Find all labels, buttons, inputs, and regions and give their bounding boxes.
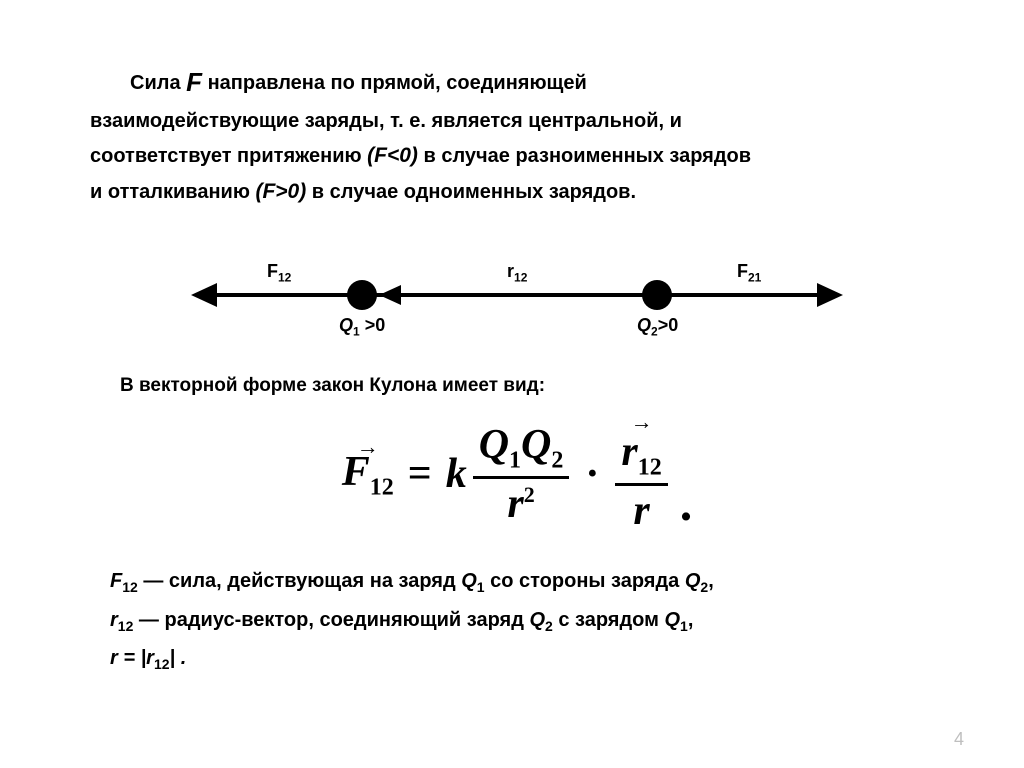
diagram-line xyxy=(197,293,837,297)
vector-form-heading: В векторной форме закон Кулона имеет вид… xyxy=(120,375,944,397)
fraction-q1q2-r2: Q1Q2 r2 xyxy=(473,424,570,525)
formula-F: → F12 xyxy=(342,448,394,501)
vector-arrow-icon: → xyxy=(631,411,653,433)
text: и отталкиванию xyxy=(90,181,255,203)
label-r12: r12 xyxy=(507,261,527,285)
label-f12: F12 xyxy=(267,261,291,285)
vector-arrow-icon: → xyxy=(357,434,379,460)
equals-sign: = xyxy=(408,450,432,498)
text: в случае одноименных зарядов. xyxy=(306,181,636,203)
coulomb-formula: → F12 = k Q1Q2 r2 · → r12 r xyxy=(90,417,944,532)
label-q2: Q2>0 xyxy=(637,315,678,339)
formula-k: k xyxy=(446,450,467,498)
charge-dot-2 xyxy=(642,280,672,310)
def-r: r = |r12| . xyxy=(110,639,934,678)
definitions: F12 — сила, действующая на заряд Q1 со с… xyxy=(110,562,934,678)
arrow-right-icon xyxy=(817,283,843,307)
charge-dot-1 xyxy=(347,280,377,310)
text: соответствует притяжению xyxy=(90,145,367,167)
intro-paragraph: Сила F направлена по прямой, соединяющей… xyxy=(90,60,944,210)
multiply-dot: · xyxy=(585,450,599,498)
text: направлена по прямой, соединяющей xyxy=(202,72,587,94)
force-diagram: F12 r12 F21 Q1 >0 Q2>0 xyxy=(197,245,837,345)
text: Сила xyxy=(130,72,186,94)
def-f12: F12 — сила, действующая на заряд Q1 со с… xyxy=(110,562,934,601)
r12-arrow-icon xyxy=(379,285,401,305)
condition-repel: (F>0) xyxy=(255,180,306,203)
fraction-r12-r: → r12 r xyxy=(615,417,667,532)
force-symbol: F xyxy=(186,67,202,97)
label-f21: F21 xyxy=(737,261,761,285)
def-r12: r12 — радиус-вектор, соединяющий заряд Q… xyxy=(110,601,934,640)
arrow-left-icon xyxy=(191,283,217,307)
condition-attract: (F<0) xyxy=(367,144,418,167)
formula-period: . xyxy=(680,474,693,532)
page-number: 4 xyxy=(954,729,964,750)
text: в случае разноименных зарядов xyxy=(418,145,751,167)
text: взаимодействующие заряды, т. е. является… xyxy=(90,110,682,132)
label-q1: Q1 >0 xyxy=(339,315,385,339)
